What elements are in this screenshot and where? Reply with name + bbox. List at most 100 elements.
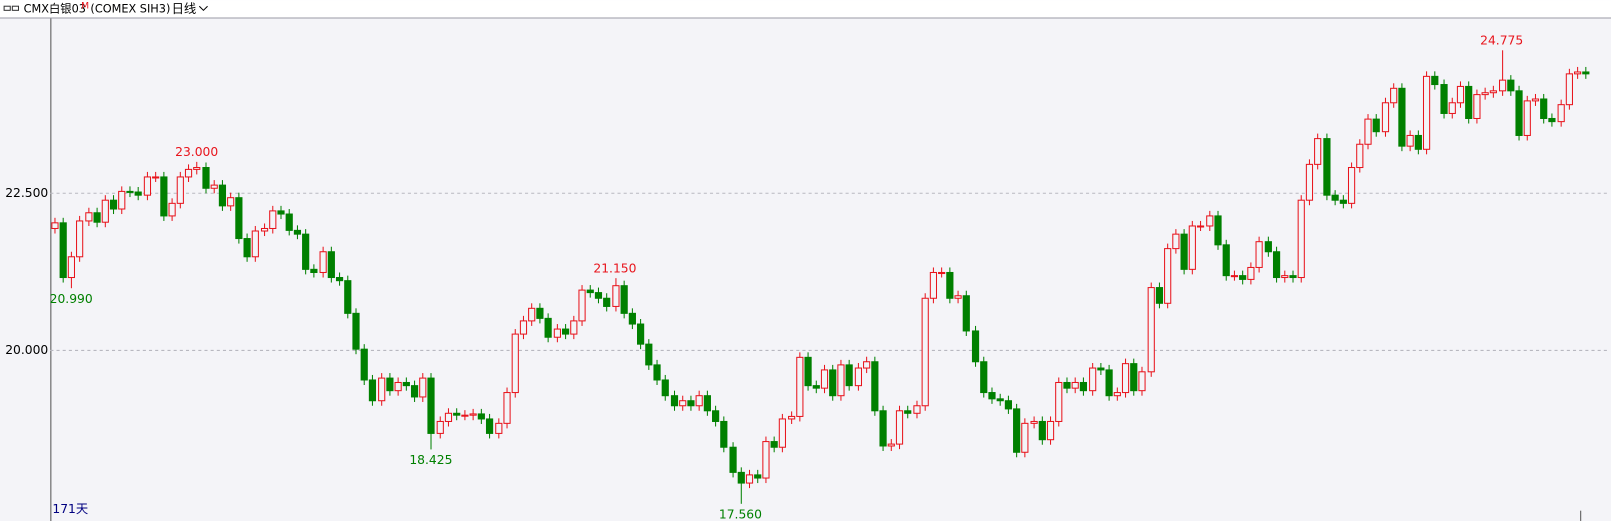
candle-body [1071,381,1079,389]
candle-body [1565,73,1573,106]
candle-body [653,364,661,381]
candle-body [402,381,410,387]
candle-body [101,199,109,223]
candle-body [202,167,210,189]
candle-body [485,418,494,434]
candle-body [603,297,611,307]
candle-body [168,202,176,217]
candle-body [1013,408,1021,453]
candle-body [360,348,368,381]
candle-body [845,364,853,387]
candle-body [562,328,570,335]
candle-body [394,381,402,392]
candle-body [1021,422,1029,453]
candle-body [1548,117,1556,123]
candle-body [319,251,327,274]
extreme-label: 21.150 [593,261,636,275]
candle-body [879,410,887,447]
candle-body [762,441,770,479]
candle-body [302,233,310,270]
candle-body [152,176,160,179]
candle-body [637,323,645,345]
candle-body [1055,381,1063,422]
candle-body [1030,420,1038,424]
candle-body [1422,75,1431,150]
candle-body [1406,134,1414,147]
candle-body [511,333,519,394]
candle-body [754,474,762,479]
candle-body [788,415,796,420]
candle-body [687,400,695,407]
instrument-mark: M [81,1,89,12]
candle-body [1147,287,1155,373]
candle-body [946,271,954,299]
candle-body [1531,98,1540,102]
candle-body [1247,266,1255,280]
candle-body [1540,98,1548,120]
candle-body [536,307,544,319]
candle-body [1414,134,1422,150]
candle-body [1523,100,1531,136]
period-selector[interactable]: 日线 [172,2,197,16]
candle-body [712,410,720,422]
candle-body [553,328,561,338]
candle-body [594,292,603,299]
candle-body [661,379,669,397]
candle-body [695,395,703,407]
candle-body [1180,233,1188,270]
candle-body [419,377,427,398]
candle-body [770,441,778,448]
candle-body [1297,199,1305,279]
candle-body [1172,233,1180,250]
period-chevron[interactable] [198,5,208,12]
candle-body [85,212,93,222]
candle-body [67,256,76,279]
candle-body [1390,87,1398,104]
candle-body [93,212,101,223]
candle-body [118,190,126,210]
candle-body [495,422,503,434]
day-count: 171天 [52,502,88,516]
candle-body [1331,194,1339,201]
candle-body [528,307,536,322]
instrument-name[interactable]: CMX白银03 [24,1,86,15]
candle-body [1063,381,1071,389]
candle-body [134,191,142,196]
candle-body [1222,244,1230,277]
candle-body [913,405,921,414]
candle-body [612,285,620,307]
candle-body [344,280,352,314]
candle-body [1347,167,1356,204]
candle-body [519,320,528,335]
candle-body [670,395,679,407]
candle-body [1440,84,1448,114]
candle-body [335,277,344,282]
header-bar [0,0,1611,19]
candle-body [461,414,469,417]
candle-body [988,392,996,400]
candle-body [620,285,628,314]
candle-body [1121,363,1130,394]
candle-body [1465,85,1473,120]
candle-body [737,471,745,484]
candle-body [1557,104,1565,123]
candle-body [1206,215,1214,227]
candle-body [1499,79,1507,92]
candle-body [176,176,184,204]
candle-body [1323,138,1331,196]
candle-body [1281,275,1289,279]
candle-body [804,356,812,387]
candle-body [904,410,912,414]
candle-body [837,364,845,397]
candle-body [720,420,728,448]
extreme-label: 18.425 [409,453,452,467]
candle-body [812,385,820,389]
candle-body [1473,94,1481,120]
candle-body [59,222,67,279]
candle-body [1481,92,1489,96]
candle-body [1113,392,1121,397]
candle-body [160,176,168,217]
candle-body [1155,287,1164,304]
candle-body [980,361,988,394]
candle-body [1381,102,1390,133]
